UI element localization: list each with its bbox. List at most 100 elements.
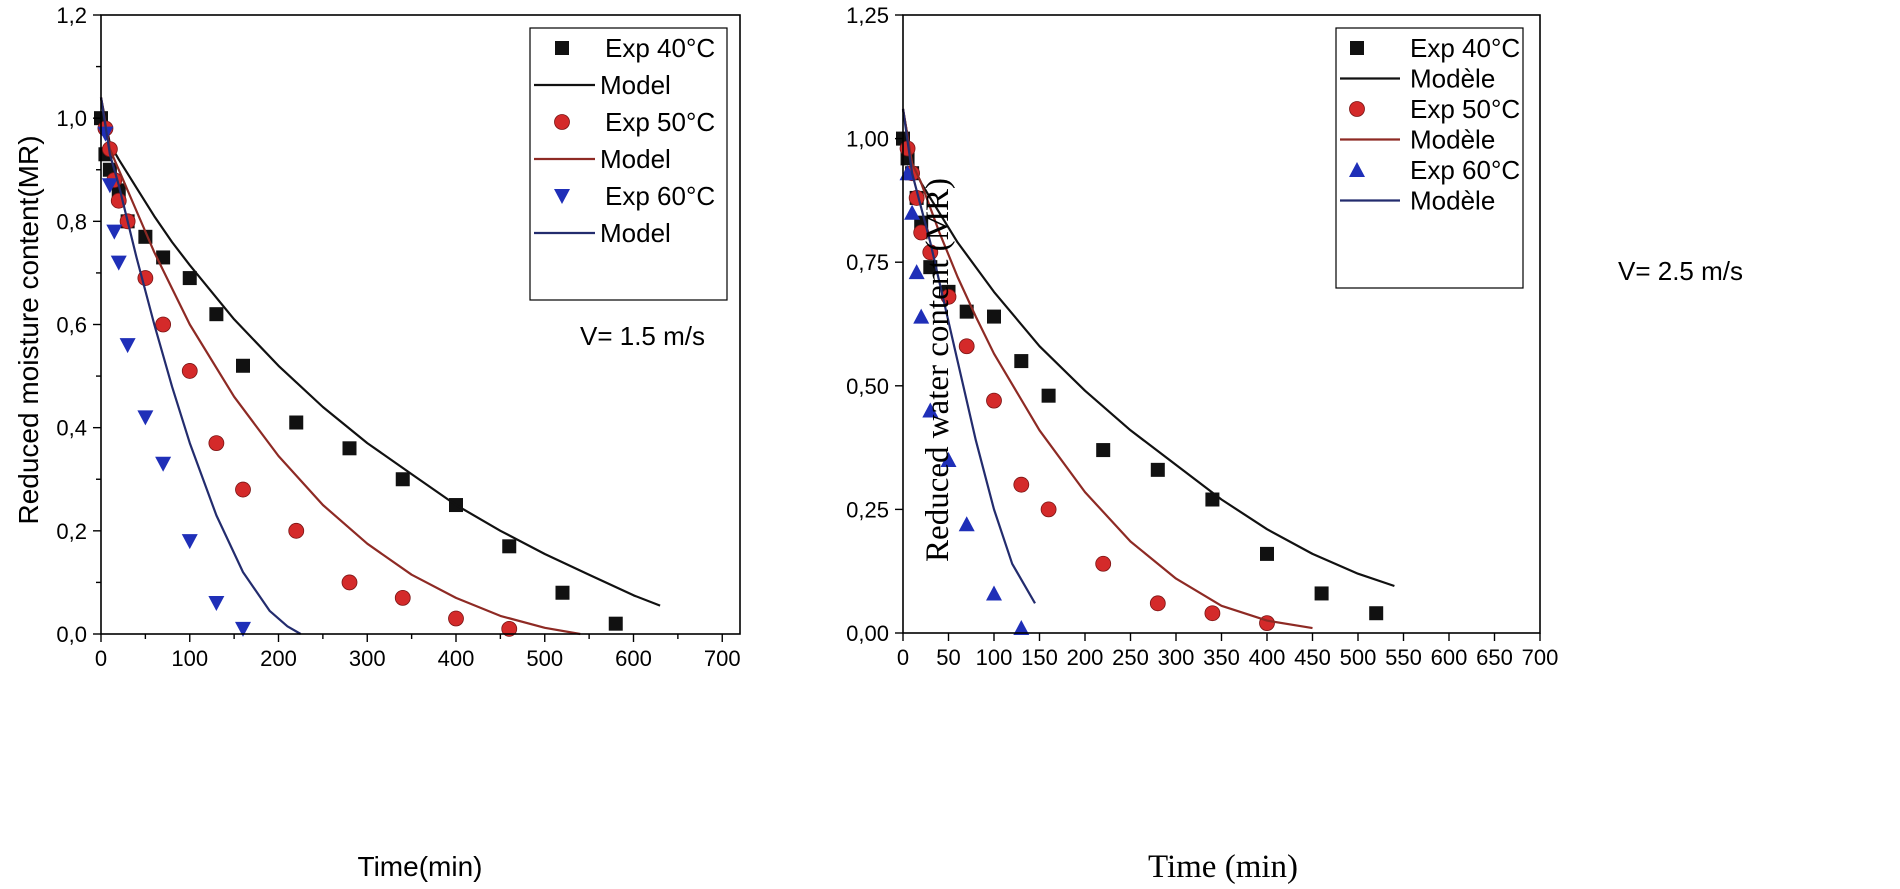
chart-left-xtick-label: 100 [171,646,208,671]
chart-left-model-line-3 [99,97,581,636]
chart-right-ytick-label: 0,00 [846,621,889,646]
chart-left-ytick-label: 0,0 [56,622,87,647]
chart-left-data-point [555,585,570,600]
chart-right-legend-marker [1349,162,1365,177]
chart-left-legend-label: Exp 40°C [605,33,715,63]
chart-left-data-point [289,415,304,430]
chart-left-legend-label: Exp 50°C [605,107,715,137]
chart-left-data-point [110,255,127,271]
chart-left-data-point [235,481,251,498]
chart-left-data-point [182,271,197,286]
chart-right-xtick-label: 650 [1476,645,1513,670]
chart-right-legend-label: Exp 40°C [1410,33,1520,63]
chart-left-data-point [101,178,118,194]
chart-left-xlabel: Time(min) [358,851,483,882]
chart-right-data-point [987,309,1001,324]
chart-right-model-line-5 [901,108,1036,604]
chart-left-data-point [448,610,464,627]
chart-right-data-point [940,451,957,467]
chart-left-data-point [137,410,154,426]
chart-left-data-point [208,596,225,612]
chart-left-data-point [608,616,623,631]
chart-right-xtick-label: 150 [1021,645,1058,670]
chart-right-legend-label: Modèle [1410,186,1495,216]
chart-right-data-point [986,392,1002,409]
chart-left-legend-marker [554,114,570,130]
chart-left-data-point [181,363,198,379]
chart-left-data-point [208,435,225,452]
chart-right-ytick-label: 1,25 [846,3,889,28]
chart-left-xtick-label: 0 [95,646,107,671]
chart-left-annotation: V= 1.5 m/s [580,321,705,351]
chart-right-data-point [1041,388,1056,403]
chart-right-data-point [904,204,921,220]
chart-left-xtick-label: 700 [704,646,741,671]
chart-right: 0 50 100 150 200 250 300 350 400 450 500 550 600 650 7… [846,3,1743,885]
chart-left-ytick-label: 0,2 [56,519,87,544]
chart-right-xtick-label: 0 [897,645,909,670]
chart-right-xtick-label: 700 [1522,645,1559,670]
chart-left-ytick-label: 0,4 [56,416,87,441]
chart-right-data-point [1013,620,1030,636]
chart-left-marks [94,97,661,637]
chart-right-ylabel: Reduced water content (MR) [920,178,956,562]
chart-right-xtick-label: 600 [1431,645,1468,670]
chart-right-legend-marker [1350,41,1364,55]
chart-right-legend-label: Exp 50°C [1410,94,1520,124]
chart-right-model-line-3 [901,108,1313,630]
chart-left-data-point [502,539,517,554]
chart-right-ytick-label: 0,25 [846,497,889,522]
chart-left-xtick-label: 200 [260,646,297,671]
chart-right-xtick-label: 450 [1294,645,1331,670]
chart-left-legend-label: Exp 60°C [605,181,715,211]
chart-left-ylabel: Reduced moisture content(MR) [13,135,44,524]
chart-left-ytick-label: 0,6 [56,313,87,338]
chart-left-data-point [288,522,305,539]
chart-right-data-point [1096,443,1111,458]
chart-right-data-point [1014,354,1029,369]
chart-left-data-point [181,534,198,550]
chart-right-xtick-label: 200 [1067,645,1104,670]
chart-right-data-point [1205,492,1220,507]
chart-left-xtick-label: 400 [438,646,475,671]
chart-left: 0 100 200 300 400 500 600 700 0,0 0,2 0,4 0,6 0,8 1,0… [13,3,741,882]
chart-left-xtick-label: 600 [615,646,652,671]
chart-right-axes: 0 50 100 150 200 250 300 350 400 450 500 550 600 650 7… [846,3,1558,670]
chart-right-legend-label: Exp 60°C [1410,155,1520,185]
chart-left-model-line-1 [99,97,661,607]
chart-left-ytick-label: 1,2 [56,3,87,28]
chart-left-data-point [155,456,172,472]
chart-right-data-point [1040,501,1057,518]
chart-right-data-point [1013,476,1030,493]
chart-left-legend-marker [555,41,569,55]
chart-left-legend-label: Model [600,218,671,248]
chart-right-xlabel: Time (min) [1148,849,1298,885]
chart-right-xtick-label: 300 [1158,645,1195,670]
chart-right-data-point [922,402,939,418]
chart-right-legend-marker [1349,101,1365,117]
chart-right-data-point [1150,462,1165,477]
chart-left-data-point [106,224,123,240]
chart-left-data-point [501,620,518,637]
chart-left-data-point [155,316,172,333]
chart-right-data-point [923,260,938,275]
chart-left-xtick-label: 500 [526,646,563,671]
chart-right-legend-label: Modèle [1410,64,1495,94]
chart-right-xtick-label: 500 [1340,645,1377,670]
chart-left-legend-marker [554,189,570,204]
chart-right-data-point [913,308,930,324]
chart-right-data-point [908,264,925,280]
chart-right-data-point [1314,586,1329,601]
chart-left-data-point [235,621,251,637]
chart-left-ytick-label: 0,8 [56,209,87,234]
chart-right-marks [896,108,1395,636]
chart-right-ytick-label: 0,75 [846,250,889,275]
chart-left-legend: Exp 40°C Model Exp 50°C Model Exp 60°C Model [529,27,728,301]
chart-right-model-line-1 [901,108,1395,588]
chart-right-data-point [958,338,975,355]
chart-right-legend-label: Modèle [1410,125,1495,155]
chart-right-data-point [1260,546,1274,561]
chart-left-model-line-5 [99,97,302,635]
